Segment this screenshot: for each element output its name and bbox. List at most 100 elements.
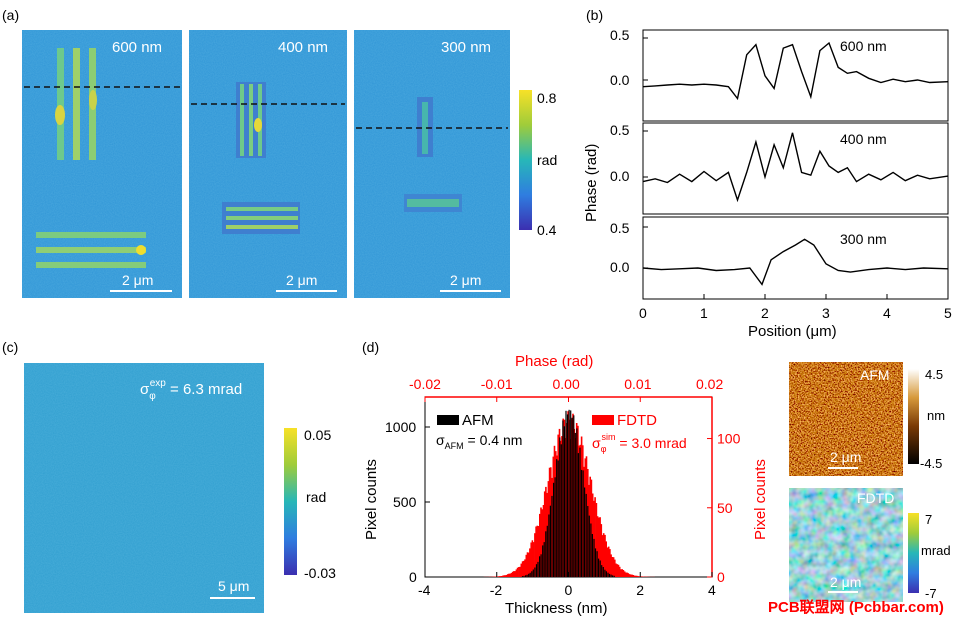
afm-bar xyxy=(554,477,556,577)
fdtd-bar xyxy=(612,557,615,577)
x-tick-label: 3 xyxy=(822,305,830,321)
fdtd-bar xyxy=(589,476,591,577)
x2-tick-label: 0.00 xyxy=(553,376,580,392)
afm-bar xyxy=(551,495,553,577)
afm-bar xyxy=(584,487,586,577)
x2-tick-label: -0.01 xyxy=(481,376,513,392)
hotspot xyxy=(136,245,146,255)
fdtd-bar xyxy=(540,507,542,577)
y-tick-label: 0.5 xyxy=(610,220,630,236)
x-tick-label: 2 xyxy=(761,305,769,321)
fdtd-bar xyxy=(494,576,497,577)
fdtd-bar xyxy=(500,576,503,577)
subplot-frame xyxy=(642,122,949,215)
fdtd-bar xyxy=(530,542,532,577)
panel-d: (d) -4 -2 0 2 4-0.02 -0.01 0.00 0.01 0.020500100… xyxy=(362,339,951,617)
scale-bar-label: 5 μm xyxy=(218,578,249,594)
x-tick-label: 5 xyxy=(944,305,952,321)
fdtd-bar xyxy=(638,576,641,577)
image-texture xyxy=(22,30,182,298)
fdtd-bar xyxy=(634,575,637,577)
colorbar-unit: rad xyxy=(537,152,557,168)
fdtd-bar xyxy=(510,572,513,577)
fdtd-bar xyxy=(572,413,574,577)
afm-bar xyxy=(601,565,603,577)
colorbar-unit: rad xyxy=(306,489,326,505)
fdtd-bar xyxy=(497,576,499,577)
fdtd-bar xyxy=(548,467,551,577)
panel-c: (c) σφexp = 6.3 mrad 5 μm 0.05 rad -0.03 xyxy=(2,339,336,613)
fdtd-bar xyxy=(616,564,619,577)
fdtd-bar xyxy=(614,559,616,577)
grating-line xyxy=(422,102,428,154)
sigma-exp-label: σφexp = 6.3 mrad xyxy=(140,378,242,402)
afm-bar xyxy=(613,575,615,577)
top-axis-label: Phase (rad) xyxy=(515,353,593,370)
fdtd-bar xyxy=(611,557,614,577)
wavelength-label: 600 nm xyxy=(112,39,162,56)
fdtd-bar xyxy=(555,451,557,577)
wavelength-label: 400 nm xyxy=(278,39,328,56)
scale-bar-label: 2 μm xyxy=(830,574,861,590)
grating-line-h xyxy=(407,199,459,207)
fdtd-bar xyxy=(525,554,528,577)
legend-swatch-afm xyxy=(437,415,459,425)
fdtd-bar xyxy=(531,540,534,577)
scale-bar-label: 2 μm xyxy=(450,272,481,288)
fdtd-map: FDTD 2 μm 7 mrad -7 xyxy=(789,488,951,602)
afm-bar xyxy=(565,410,567,577)
fdtd-bar xyxy=(518,567,520,577)
y-tick-label: 0.0 xyxy=(610,168,630,184)
fdtd-bar xyxy=(537,526,540,577)
fdtd-bar xyxy=(578,445,580,577)
fdtd-bar xyxy=(628,574,631,577)
legend-afm: AFM xyxy=(462,412,494,429)
x-tick-label: 2 xyxy=(636,582,644,598)
fdtd-bar xyxy=(539,513,541,577)
afm-bar xyxy=(545,531,547,577)
fdtd-bar xyxy=(515,569,518,577)
grating-line-h xyxy=(36,232,146,238)
fdtd-bar xyxy=(508,573,510,577)
afm-bar xyxy=(549,505,551,577)
afm-bar xyxy=(576,428,578,577)
fdtd-bar xyxy=(601,535,604,577)
scale-bar-label: 2 μm xyxy=(830,449,861,465)
panel-c-label: (c) xyxy=(2,339,18,355)
afm-map-title: AFM xyxy=(860,367,890,383)
fdtd-bar xyxy=(519,566,521,577)
afm-bar xyxy=(537,561,539,577)
grating-line-h xyxy=(226,225,298,229)
fdtd-bar xyxy=(543,491,546,577)
fdtd-bar xyxy=(505,574,508,577)
y-tick-label: 0.0 xyxy=(610,259,630,275)
y-tick-label: 0 xyxy=(409,569,417,585)
afm-bar xyxy=(577,453,579,577)
x-tick-label: 1 xyxy=(700,305,708,321)
afm-bar xyxy=(602,567,604,577)
afm-bar xyxy=(535,564,538,577)
colorbar-min: 0.4 xyxy=(537,222,557,238)
afm-bar xyxy=(591,534,593,577)
fdtd-bar xyxy=(636,575,638,577)
fdtd-bar xyxy=(618,566,621,577)
histogram-axes: -4 -2 0 2 4 -0.02 -0.01 0.00 0.01 0.02 0 500 1000 0 50… xyxy=(385,376,741,598)
fdtd-bar xyxy=(521,561,524,577)
afm-bar xyxy=(608,573,611,577)
afm-bar xyxy=(562,420,564,577)
sigma-sim-label: σφsim = 3.0 mrad xyxy=(592,432,687,454)
sigma-afm-label: σAFM = 0.4 nm xyxy=(436,432,522,451)
afm-bar xyxy=(542,545,544,577)
afm-bar xyxy=(585,493,587,577)
afm-bar xyxy=(546,525,548,577)
hotspot xyxy=(55,105,65,125)
afm-bar xyxy=(596,551,598,577)
fdtd-map-texture xyxy=(789,488,903,602)
fdtd-bar xyxy=(514,571,516,577)
fdtd-bar xyxy=(502,575,504,577)
x-tick-label: 0 xyxy=(565,582,573,598)
fdtd-bar xyxy=(541,509,543,577)
afm-bar xyxy=(580,469,583,577)
left-axis-label: Pixel counts xyxy=(363,459,380,540)
fdtd-bar xyxy=(507,574,509,577)
